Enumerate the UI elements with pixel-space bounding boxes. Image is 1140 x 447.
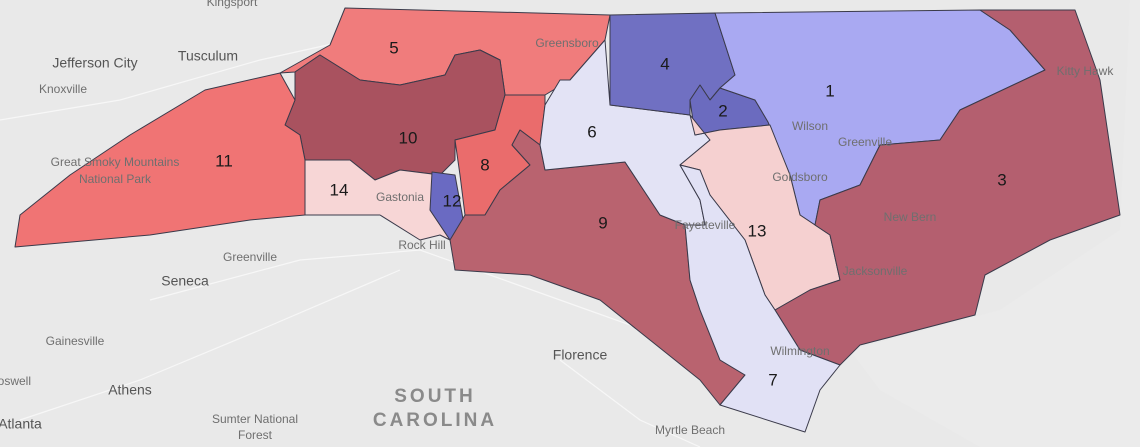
place-label: Kingsport <box>207 0 258 9</box>
district-label: 1 <box>825 81 834 100</box>
place-label: Greenville <box>223 250 277 264</box>
district-label: 13 <box>748 221 767 240</box>
place-label: Seneca <box>161 273 209 289</box>
place-label: Forest <box>238 428 273 442</box>
district[interactable] <box>774 9 1121 366</box>
district-label: 5 <box>389 38 398 57</box>
place-label: National Park <box>79 172 152 186</box>
road <box>149 249 701 351</box>
district-label: 10 <box>399 128 418 147</box>
place-label: Sumter National <box>212 412 298 426</box>
road <box>559 359 701 447</box>
place-label: Atlanta <box>0 416 42 432</box>
place-label: Knoxville <box>39 82 87 96</box>
place-label: Wilson <box>792 119 828 133</box>
place-label: Kitty Hawk <box>1057 64 1115 78</box>
region-label: CAROLINA <box>373 410 497 431</box>
place-label: Rock Hill <box>398 238 445 252</box>
district-label: 12 <box>443 191 462 210</box>
road <box>19 269 401 421</box>
district-label: 2 <box>718 101 727 120</box>
district[interactable] <box>14 72 306 248</box>
district-label: 9 <box>598 213 607 232</box>
districts <box>14 7 1121 433</box>
place-label: Gastonia <box>376 190 424 204</box>
place-label: Gainesville <box>46 334 105 348</box>
place-label: Athens <box>108 382 152 398</box>
place-label: Jefferson City <box>52 55 137 71</box>
place-label: Jacksonville <box>843 264 908 278</box>
district-label: 7 <box>768 370 777 389</box>
district-label: 3 <box>997 170 1006 189</box>
district-label: 4 <box>660 54 669 73</box>
region-label: SOUTH <box>394 386 476 407</box>
district-label: 14 <box>330 180 349 199</box>
place-label: Roswell <box>0 374 31 388</box>
place-label: New Bern <box>884 210 937 224</box>
place-label: Goldsboro <box>772 170 828 184</box>
district-label: 8 <box>480 155 489 174</box>
place-label: Wilmington <box>770 344 829 358</box>
place-label: Florence <box>553 347 608 363</box>
place-label: Myrtle Beach <box>655 423 725 437</box>
place-label: Greensboro <box>535 36 599 50</box>
place-label: Great Smoky Mountains <box>51 155 180 169</box>
place-label: Fayetteville <box>675 218 736 232</box>
district-label: 6 <box>587 122 596 141</box>
district[interactable] <box>679 164 841 433</box>
district-label: 11 <box>215 151 233 170</box>
road <box>0 39 351 121</box>
place-label: Tusculum <box>178 48 238 64</box>
roads <box>0 39 701 447</box>
place-label: Greenville <box>838 135 892 149</box>
